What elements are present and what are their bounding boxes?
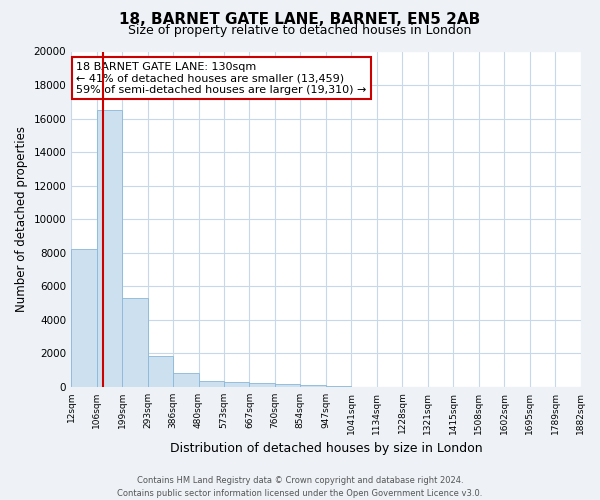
- Bar: [122, 298, 148, 386]
- Text: 18 BARNET GATE LANE: 130sqm
← 41% of detached houses are smaller (13,459)
59% of: 18 BARNET GATE LANE: 130sqm ← 41% of det…: [76, 62, 367, 95]
- Y-axis label: Number of detached properties: Number of detached properties: [15, 126, 28, 312]
- Bar: [301, 385, 326, 386]
- Bar: [224, 382, 250, 386]
- Bar: [71, 250, 97, 386]
- Bar: [199, 381, 224, 386]
- Text: 18, BARNET GATE LANE, BARNET, EN5 2AB: 18, BARNET GATE LANE, BARNET, EN5 2AB: [119, 12, 481, 28]
- Bar: [275, 384, 301, 386]
- Bar: [148, 356, 173, 386]
- Text: Size of property relative to detached houses in London: Size of property relative to detached ho…: [128, 24, 472, 37]
- X-axis label: Distribution of detached houses by size in London: Distribution of detached houses by size …: [170, 442, 482, 455]
- Text: Contains HM Land Registry data © Crown copyright and database right 2024.
Contai: Contains HM Land Registry data © Crown c…: [118, 476, 482, 498]
- Bar: [173, 374, 199, 386]
- Bar: [97, 110, 122, 386]
- Bar: [250, 384, 275, 386]
